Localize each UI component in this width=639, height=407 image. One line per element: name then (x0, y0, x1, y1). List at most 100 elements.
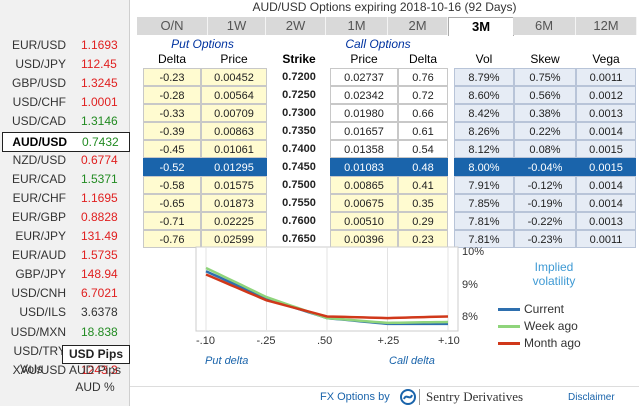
strike-header: Strike (282, 52, 316, 66)
call-delta-cell: 0.54 (398, 140, 448, 158)
chart-title: Implied volatility (532, 260, 576, 288)
legend-swatch (498, 308, 520, 311)
vol-cell: 8.12% (454, 140, 514, 158)
skew-cell: -0.22% (514, 212, 576, 230)
pair-rate: 112.45 (81, 57, 117, 72)
pair-row-usd-mxn[interactable]: USD/MXN 18.838 (0, 323, 129, 341)
pair-rate: 0.7432 (82, 134, 119, 149)
vega-header: Vega (592, 52, 620, 66)
call-price-header: Price (350, 52, 378, 66)
vol-cell: 8.26% (454, 122, 514, 140)
logo-divider (419, 389, 420, 405)
pair-row-usd-jpy[interactable]: USD/JPY 112.45 (0, 55, 129, 73)
pair-row-eur-jpy[interactable]: EUR/JPY 131.49 (0, 227, 129, 245)
call-delta-cell: 0.41 (398, 176, 448, 194)
call-price-cell: 0.00510 (330, 212, 398, 230)
tab-on[interactable]: O/N (137, 17, 208, 35)
pair-name: USD/CHF (12, 95, 66, 110)
skew-header: Skew (530, 52, 560, 66)
call-delta-cell: 0.76 (398, 68, 448, 86)
put-delta-cell: -0.52 (143, 158, 201, 176)
put-price-cell: 0.02225 (201, 212, 267, 230)
pair-row-eur-usd[interactable]: EUR/USD 1.1693 (0, 36, 129, 54)
call-price-cell: 0.01980 (330, 104, 398, 122)
pair-row-aud-usd[interactable]: AUD/USD 0.7432 (2, 131, 130, 152)
call-delta-cell: 0.61 (398, 122, 448, 140)
call-price-cell: 0.00396 (330, 230, 398, 248)
y-tick-label: 9% (462, 278, 478, 291)
strike-cell: 0.7500 (282, 179, 316, 191)
tab-2m[interactable]: 2M (388, 17, 448, 35)
vol-cell: 8.42% (454, 104, 514, 122)
pair-row-eur-aud[interactable]: EUR/AUD 1.5735 (0, 246, 129, 264)
vega-cell: 0.0013 (576, 104, 636, 122)
tab-12m[interactable]: 12M (576, 17, 637, 35)
disclaimer-link[interactable]: Disclaimer (568, 392, 615, 403)
tab-6m[interactable]: 6M (513, 17, 576, 35)
vega-cell: 0.0013 (576, 212, 636, 230)
tab-1w[interactable]: 1W (208, 17, 266, 35)
pair-row-usd-chf[interactable]: USD/CHF 1.0001 (0, 93, 129, 111)
series-line-week-ago (205, 266, 449, 325)
put-delta-cell: -0.33 (143, 104, 201, 122)
vol-header: Vol (475, 52, 493, 66)
call-options-header: Call Options (345, 37, 411, 51)
pair-name: EUR/GBP (11, 209, 66, 224)
vega-cell: 0.0015 (576, 158, 636, 176)
pair-rate: 1.5735 (81, 248, 118, 263)
pair-row-eur-chf[interactable]: EUR/CHF 1.1695 (0, 189, 129, 207)
call-price-cell: 0.01657 (330, 122, 398, 140)
implied-volatility-chart (195, 246, 459, 332)
y-tick-label: 8% (462, 311, 478, 324)
vol-cell: 8.60% (454, 86, 514, 104)
mode-aud-pips[interactable]: AUD Pips (68, 363, 121, 377)
call-delta-caption: Call delta (389, 355, 435, 367)
tab-2w[interactable]: 2W (266, 17, 326, 35)
pair-name: NZD/USD (12, 152, 66, 167)
vega-cell: 0.0014 (576, 122, 636, 140)
vega-cell: 0.0011 (576, 68, 636, 86)
legend-label: Current (524, 302, 565, 316)
put-price-cell: 0.01873 (201, 194, 267, 212)
pair-rate: 148.94 (81, 267, 118, 282)
vol-cell: 8.79% (454, 68, 514, 86)
pair-rate: 1.0001 (81, 95, 118, 110)
pair-row-eur-cad[interactable]: EUR/CAD 1.5371 (0, 170, 129, 188)
put-price-cell: 0.00452 (201, 68, 267, 86)
strike-cell: 0.7400 (282, 143, 316, 155)
strike-cell: 0.7600 (282, 215, 316, 227)
pair-row-xau-usd[interactable]: XAU/USD 1243.3 (0, 361, 129, 379)
brand-name: Sentry Derivatives (426, 389, 524, 404)
pair-row-gbp-jpy[interactable]: GBP/JPY 148.94 (0, 265, 129, 283)
legend-swatch (498, 325, 520, 328)
strike-cell: 0.7350 (282, 125, 316, 137)
pair-row-usd-ils[interactable]: USD/ILS 3.6378 (0, 303, 129, 321)
pair-rate: 1.1693 (81, 38, 118, 52)
pair-row-gbp-usd[interactable]: GBP/USD 1.3245 (0, 74, 129, 92)
pair-name: USD/CAD (11, 114, 66, 129)
pair-rate: 6.7021 (81, 286, 118, 301)
tab-1m[interactable]: 1M (326, 17, 388, 35)
pair-name: EUR/CHF (12, 190, 66, 205)
tab-3m[interactable]: 3M (448, 17, 514, 36)
strike-cell: 0.7200 (282, 71, 316, 83)
pair-name: USD/ILS (19, 305, 66, 320)
pair-row-eur-gbp[interactable]: EUR/GBP 0.8828 (0, 208, 129, 226)
pair-rate: 1.3245 (81, 76, 118, 91)
mode-aud-percent[interactable]: AUD % (75, 380, 115, 394)
call-price-cell: 0.02737 (330, 68, 398, 86)
strike-cell: 0.7450 (282, 161, 316, 173)
call-delta-cell: 0.66 (398, 104, 448, 122)
pair-rate: 1.3146 (81, 114, 118, 129)
pair-name: GBP/JPY (15, 267, 66, 282)
pair-name: EUR/CAD (11, 171, 66, 186)
skew-cell: -0.12% (514, 176, 576, 194)
vols-label: Vols (20, 362, 43, 376)
pair-row-nzd-usd[interactable]: NZD/USD 0.6774 (0, 151, 129, 169)
mode-usd-pips[interactable]: USD Pips (62, 345, 130, 364)
put-delta-cell: -0.28 (143, 86, 201, 104)
pair-row-usd-cad[interactable]: USD/CAD 1.3146 (0, 112, 129, 130)
pair-row-usd-cnh[interactable]: USD/CNH 6.7021 (0, 284, 129, 302)
legend-swatch (498, 342, 520, 345)
skew-cell: -0.04% (514, 158, 576, 176)
